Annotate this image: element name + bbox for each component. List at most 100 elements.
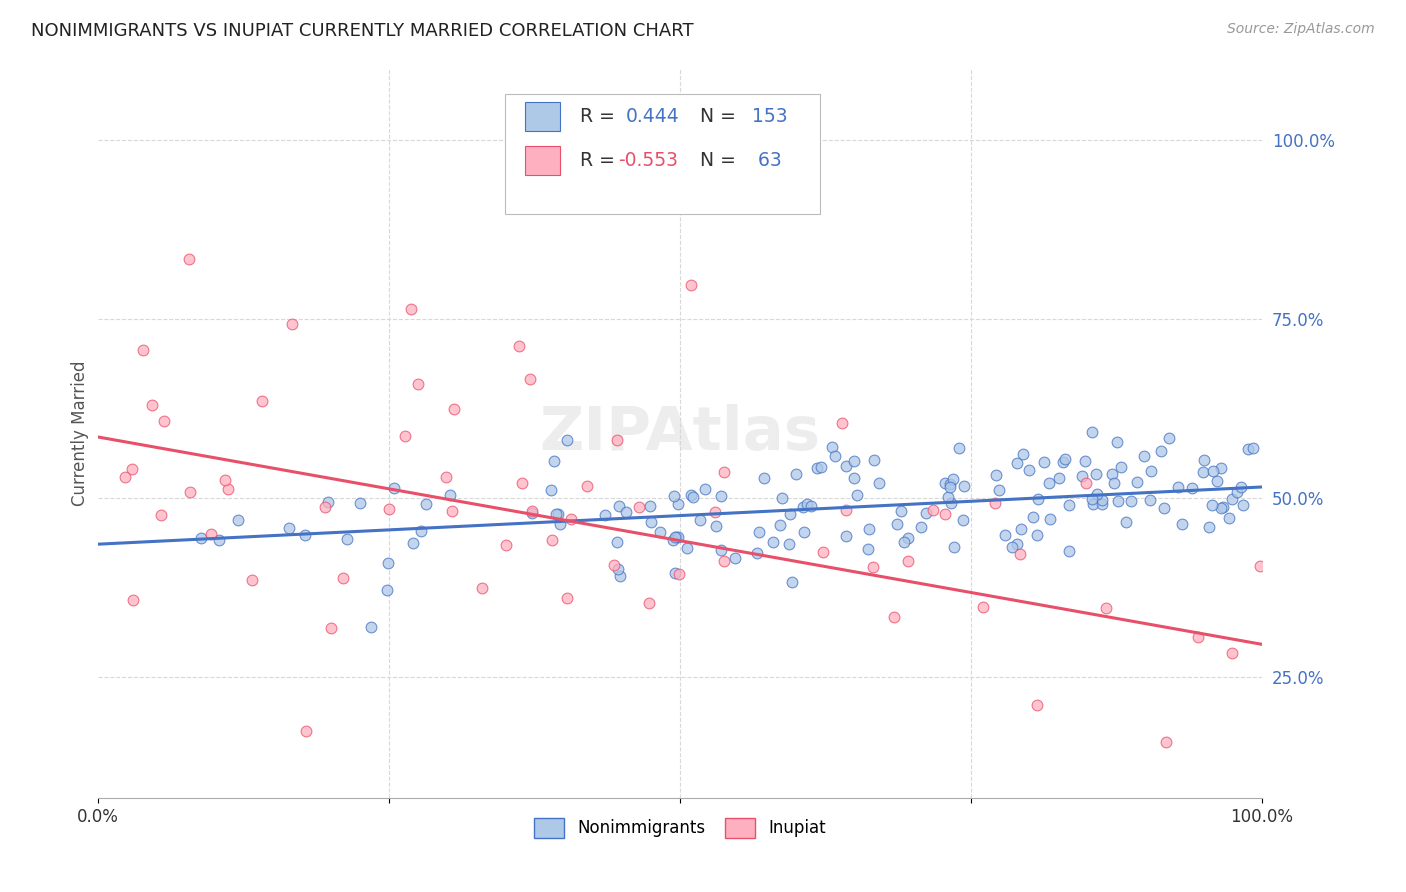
Point [1237,442,1260,456]
Point [835,529,858,543]
Point [796,497,818,511]
Point [415,497,437,511]
Text: 0.444: 0.444 [626,107,681,126]
Point [399,301,422,316]
Point [1187,630,1209,644]
Point [1119,494,1142,508]
Point [1212,500,1234,514]
Point [510,475,533,490]
Point [748,525,770,540]
Point [724,551,747,566]
Point [555,591,578,606]
Point [1081,491,1104,506]
Point [810,459,832,474]
Point [661,533,683,548]
Point [793,525,815,540]
Point [1209,500,1232,515]
Point [666,497,689,511]
Point [842,471,865,485]
Point [1102,475,1125,490]
Point [406,377,429,392]
Point [1074,476,1097,491]
Point [121,462,143,476]
Point [214,474,236,488]
Point [1001,541,1024,555]
Point [681,278,703,293]
Point [1232,499,1254,513]
Point [942,472,965,486]
Point [858,541,880,556]
Point [910,519,932,533]
Point [1139,492,1161,507]
Point [277,521,299,535]
Legend: Nonimmigrants, Inupiat: Nonimmigrants, Inupiat [527,811,832,845]
Point [441,504,464,518]
Point [682,490,704,504]
Point [443,401,465,416]
Text: R =: R = [579,151,620,170]
Point [1198,520,1220,534]
Point [471,581,494,595]
Point [835,502,858,516]
Point [519,371,541,385]
Point [1133,449,1156,463]
Point [1230,480,1253,494]
Point [972,600,994,615]
Point [762,535,785,549]
Point [375,583,398,598]
Point [664,566,686,580]
Point [1038,475,1060,490]
Point [939,480,962,494]
Point [1074,454,1097,468]
Point [575,478,598,492]
Point [1094,601,1116,615]
Point [1209,460,1232,475]
Point [1101,467,1123,481]
Point [1007,456,1029,470]
Point [1154,735,1177,749]
Point [1071,468,1094,483]
Point [114,470,136,484]
Point [1226,485,1249,500]
Point [540,483,562,497]
Point [560,512,582,526]
Point [868,476,890,491]
Point [522,506,544,520]
Text: -0.553: -0.553 [619,151,678,170]
Point [439,487,461,501]
Point [1085,467,1108,481]
Point [747,546,769,560]
Point [806,461,828,475]
Point [666,531,689,545]
Point [1167,480,1189,494]
Point [1181,481,1204,495]
Point [179,485,201,500]
Point [948,442,970,456]
Point [893,535,915,549]
Text: ZIPAtlas: ZIPAtlas [540,404,820,463]
Point [555,434,578,448]
Point [546,508,568,522]
Point [792,500,814,514]
Point [1241,441,1264,455]
Point [994,528,1017,542]
Point [942,540,965,554]
Point [606,535,628,549]
Point [409,524,432,538]
Point [785,467,807,481]
Point [1012,446,1035,460]
Point [607,499,630,513]
Point [1039,512,1062,526]
Point [858,522,880,536]
Point [1057,544,1080,558]
Point [1139,464,1161,478]
Point [1249,559,1271,574]
Point [295,724,318,739]
Point [547,508,569,522]
Point [668,566,690,581]
Point [897,531,920,545]
FancyBboxPatch shape [524,146,560,175]
Text: Source: ZipAtlas.com: Source: ZipAtlas.com [1227,22,1375,37]
Point [984,496,1007,510]
Point [922,503,945,517]
